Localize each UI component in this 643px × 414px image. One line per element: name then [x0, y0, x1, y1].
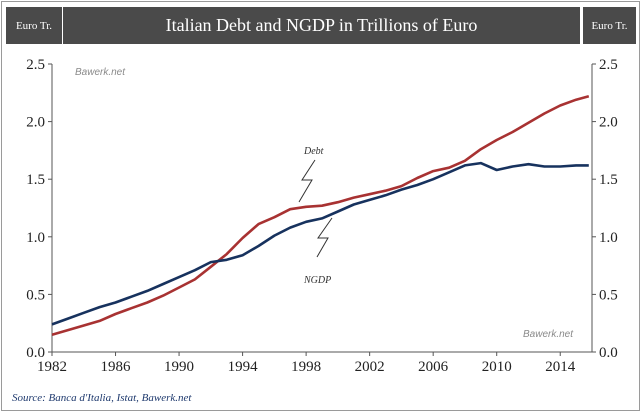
y-tick-label-left: 2.0: [26, 115, 45, 131]
x-tick-label: 1994: [228, 359, 259, 375]
x-tick-label: 1990: [164, 359, 194, 375]
x-tick-label: 1998: [291, 359, 321, 375]
x-tick-label: 2006: [418, 359, 449, 375]
right-unit-label: Euro Tr.: [583, 7, 636, 44]
x-tick-label: 1986: [101, 359, 132, 375]
watermark-top: Bawerk.net: [75, 67, 126, 78]
series-line-ngdp: [51, 161, 589, 326]
series-lines: [51, 95, 590, 336]
x-tick-label: 2010: [482, 359, 512, 375]
y-tick-label-left: 1.0: [26, 230, 45, 246]
debt-pointer-icon: [298, 159, 316, 203]
y-tick-labels-right: 0.0 0.5 1.0 1.5 2.0 2.5: [599, 57, 618, 361]
y-tick-label-right: 2.0: [599, 115, 618, 131]
left-unit-label: Euro Tr.: [6, 7, 62, 44]
y-tick-labels-left: 0.0 0.5 1.0 1.5 2.0 2.5: [26, 57, 45, 361]
chart-title: Italian Debt and NGDP in Trillions of Eu…: [63, 7, 580, 44]
axes: [48, 63, 596, 356]
watermark-bottom: Bawerk.net: [523, 329, 574, 340]
y-tick-label-left: 0.5: [26, 287, 45, 303]
x-tick-label: 1982: [37, 359, 67, 375]
y-tick-label-left: 0.0: [26, 345, 45, 361]
annotation-ngdp: NGDP: [303, 275, 331, 286]
x-tick-label: 2014: [545, 359, 576, 375]
series-line-debt: [51, 95, 590, 336]
ngdp-pointer-icon: [316, 217, 333, 258]
y-tick-label-right: 1.0: [599, 230, 618, 246]
x-tick-labels: 1982 1986 1990 1994 1998 2002 2006 2010 2014: [37, 359, 576, 375]
y-tick-label-right: 0.5: [599, 287, 618, 303]
x-tick-label: 2002: [355, 359, 385, 375]
y-tick-label-right: 2.5: [599, 57, 618, 73]
annotation-debt: Debt: [303, 146, 324, 157]
source-note: Source: Banca d'Italia, Istat, Bawerk.ne…: [12, 392, 192, 404]
y-tick-label-right: 1.5: [599, 172, 618, 188]
y-tick-label-left: 2.5: [26, 57, 45, 73]
y-tick-label-left: 1.5: [26, 172, 45, 188]
y-tick-label-right: 0.0: [599, 345, 618, 361]
